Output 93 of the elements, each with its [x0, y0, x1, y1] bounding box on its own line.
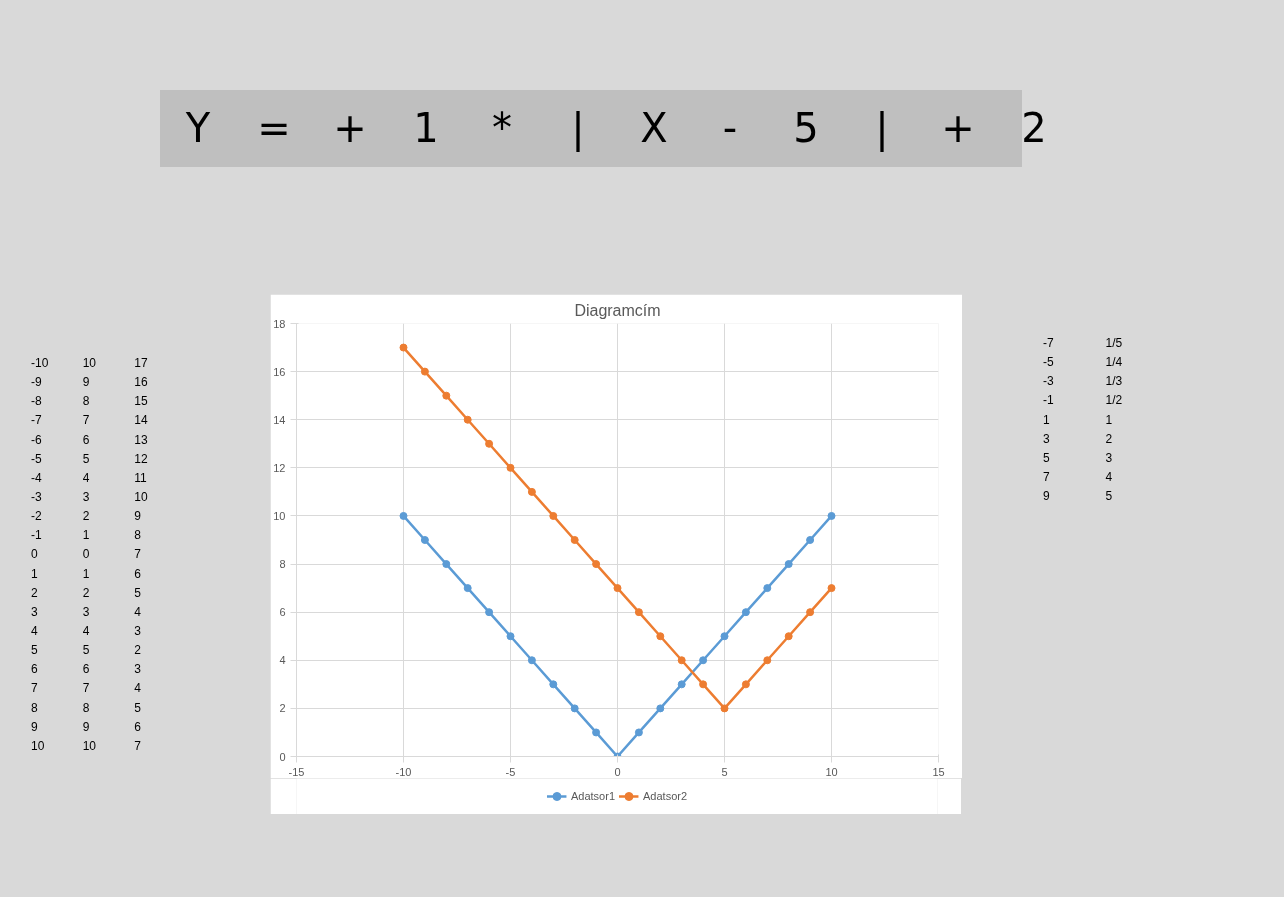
point: [784, 560, 793, 569]
point: [570, 704, 579, 713]
point: [806, 536, 815, 544]
x-tick-label: 5: [721, 765, 728, 778]
text: -10 10 17: [31, 356, 148, 370]
chart-title: Diagramcím: [574, 301, 661, 319]
point: [613, 584, 622, 593]
point: [485, 608, 494, 617]
point: [506, 632, 515, 641]
point: [592, 728, 601, 737]
point: [463, 584, 472, 593]
point: [699, 680, 708, 689]
point: [506, 463, 515, 472]
point: [527, 487, 536, 496]
text: -7 1/5: [1043, 336, 1123, 350]
point: [463, 415, 472, 424]
y-tick-label: 8: [279, 558, 286, 571]
point: [656, 704, 665, 713]
text: -5 5 12: [31, 451, 148, 466]
point: [399, 343, 408, 352]
text: 3 3 4: [31, 604, 141, 619]
point: [720, 704, 729, 713]
x-tick-label: 10: [825, 765, 838, 778]
y-tick-label: 10: [273, 509, 286, 522]
text: -8 8 15: [31, 394, 148, 409]
x-tick-label: 15: [932, 765, 945, 778]
text: 6 6 3: [31, 662, 141, 677]
text: -1 1/2: [1043, 393, 1123, 408]
text: -6 6 13: [31, 432, 148, 447]
point: [763, 584, 772, 593]
text: 9 5: [1043, 489, 1113, 504]
text: -3 1/3: [1043, 374, 1123, 389]
y-tick-label: 16: [273, 365, 286, 378]
text: 11: [133, 469, 148, 487]
text: 1 1 6: [31, 566, 141, 581]
text: 7 7 4: [31, 681, 141, 696]
point: [549, 511, 558, 520]
text: 2 2 5: [31, 585, 141, 600]
point: [827, 584, 836, 593]
point: [763, 656, 772, 665]
text: -1 1 8: [31, 528, 141, 543]
text: 8 8 5: [31, 700, 141, 715]
y-tick-label: 14: [273, 413, 286, 426]
text: 10 10 7: [31, 738, 141, 753]
point: [806, 608, 815, 617]
y-tick-label: 6: [279, 606, 286, 619]
y-tick-label: 2: [279, 702, 286, 715]
x-tick-label: -5: [505, 765, 516, 778]
x-tick-label: 0: [614, 765, 621, 778]
text: 0 0 7: [31, 547, 141, 562]
point: [677, 680, 686, 689]
point: [527, 656, 536, 665]
text: -7 7 14: [31, 413, 148, 428]
point: [741, 680, 750, 689]
x-tick-label: -10: [395, 765, 412, 778]
point: [420, 536, 429, 544]
point: [592, 560, 601, 569]
text: -2 2 9: [31, 509, 141, 524]
point: [784, 632, 793, 641]
point: [399, 511, 408, 520]
point: [570, 536, 579, 544]
point: [634, 728, 643, 737]
text: 9 9 6: [31, 719, 141, 734]
text: 5 3: [1043, 450, 1113, 465]
text: 1 1: [1043, 412, 1113, 427]
text: 5 5 2: [31, 643, 141, 658]
text: -5 1/4: [1043, 355, 1123, 370]
point: [741, 608, 750, 617]
y-tick-label: 12: [273, 461, 286, 474]
x-tick-label: -15: [288, 765, 305, 778]
point: [656, 632, 665, 641]
point: [485, 439, 494, 448]
text: -4 4: [31, 470, 90, 485]
y-tick-label: 4: [279, 654, 286, 667]
legend-label: Adatsor1: [570, 790, 615, 802]
point: [720, 632, 729, 641]
text: 7 4: [1043, 469, 1113, 484]
y-tick-label: 0: [279, 750, 286, 763]
point: [699, 656, 708, 665]
text: Y = + 1 * | X - 5 | + 2: [185, 105, 1047, 151]
text: -3 3 10: [31, 489, 148, 504]
point: [442, 391, 451, 400]
point: [634, 608, 643, 617]
point: [442, 560, 451, 569]
point: [677, 656, 686, 665]
legend-label: Adatsor2: [643, 790, 688, 802]
point: [420, 367, 429, 376]
text: 4 4 3: [31, 623, 141, 638]
point: [827, 511, 836, 520]
y-tick-label: 18: [273, 317, 286, 330]
point: [549, 680, 558, 689]
text: 3 2: [1043, 431, 1113, 446]
text: -9 9 16: [31, 375, 148, 390]
